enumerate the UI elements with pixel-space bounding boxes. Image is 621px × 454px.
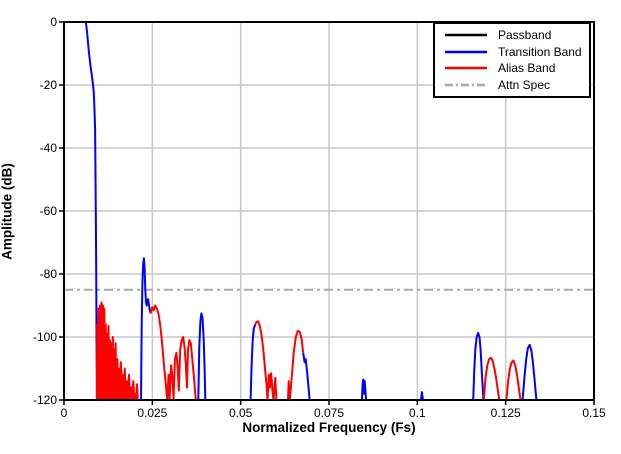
y-tick-label: -40 [40, 141, 58, 155]
legend-item-attn-spec: Attn Spec [444, 77, 589, 93]
legend-item-alias-band: Alias Band [444, 60, 589, 76]
alias-curve-segment [482, 356, 501, 401]
legend-item-label: Attn Spec [498, 77, 551, 92]
transition-curve-segment [419, 391, 424, 401]
x-tick-label: 0.025 [137, 406, 167, 420]
x-tick-label: 0.075 [314, 406, 344, 420]
transition-curve-segment [472, 331, 485, 401]
y-tick-label: -60 [40, 204, 58, 218]
alias-curve-segment [254, 320, 305, 401]
transition-curve-segment [84, 21, 98, 401]
y-axis-title: Amplitude (dB) [0, 163, 15, 260]
axes-frame [63, 21, 595, 401]
legend-line-sample-icon [445, 50, 487, 53]
legend: Passband Transition Band Alias Band Attn Sp… [433, 22, 591, 98]
legend-item-label: Passband [498, 28, 552, 43]
legend-line-sample-icon [445, 34, 487, 37]
alias-curve-segment [505, 359, 522, 401]
transition-curve-segment [249, 324, 257, 401]
x-tick-label: 0.05 [229, 406, 253, 420]
x-axis-title: Normalized Frequency (Fs) [242, 420, 416, 435]
y-tick-label: -100 [33, 330, 57, 344]
legend-item-passband: Passband [444, 27, 589, 43]
transition-curve-segment [197, 312, 207, 401]
y-tick-label: -80 [40, 267, 58, 281]
legend-line-sample-icon [445, 67, 487, 70]
transition-curve-segment [140, 257, 152, 401]
legend-item-label: Transition Band [498, 44, 582, 59]
legend-line-sample-icon [445, 83, 487, 86]
legend-item-transition-band: Transition Band [444, 44, 589, 60]
transition-curve-segment [360, 378, 368, 401]
y-tick-label: 0 [50, 15, 57, 29]
transition-curve-segment [302, 352, 311, 401]
x-tick-label: 0.125 [491, 406, 521, 420]
x-tick-label: 0.15 [582, 406, 606, 420]
alias-curve-segment [95, 301, 139, 401]
y-tick-label: -20 [40, 78, 58, 92]
x-tick-label: 0.1 [409, 406, 426, 420]
y-tick-label: -120 [33, 393, 57, 407]
x-tick-label: 0 [61, 406, 68, 420]
transition-curve-segment [521, 343, 538, 401]
alias-curve-segment [149, 304, 197, 401]
legend-item-label: Alias Band [498, 61, 556, 76]
